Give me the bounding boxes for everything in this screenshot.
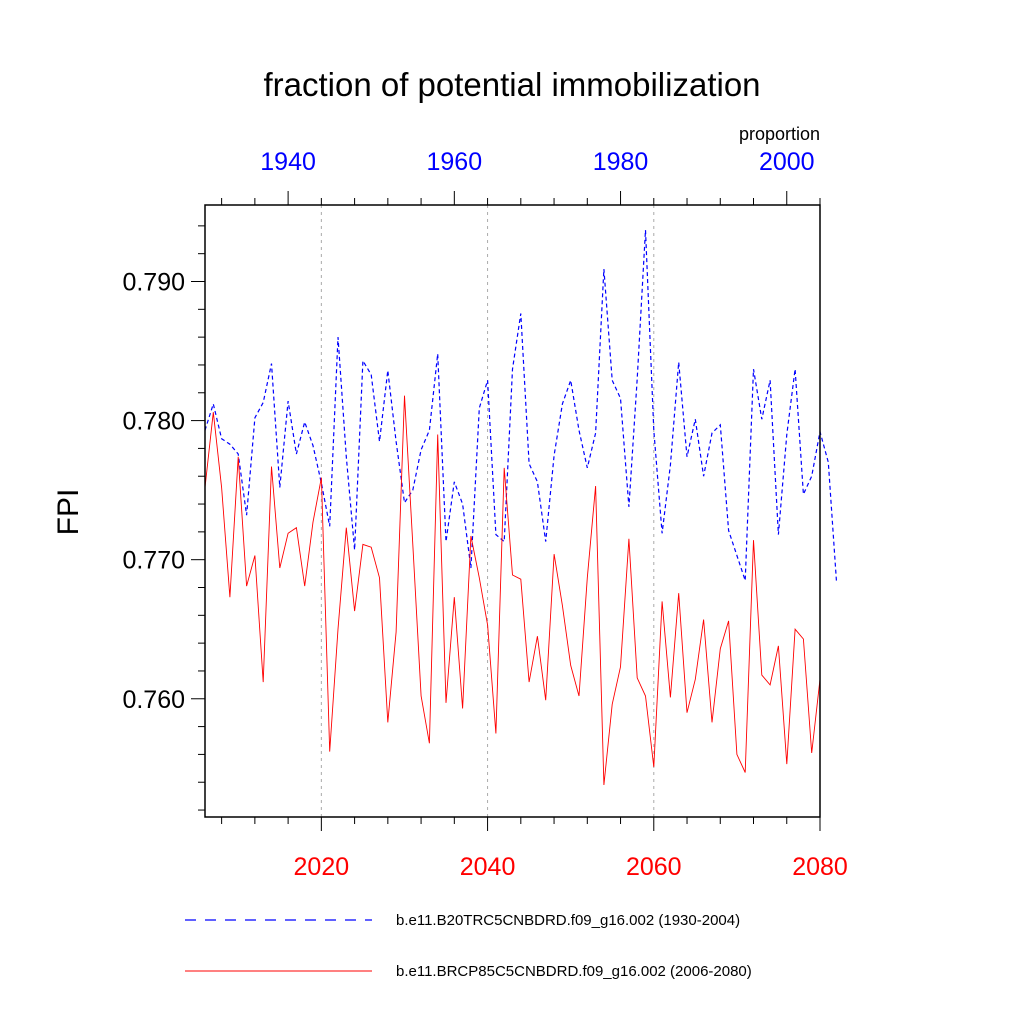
x-top-tick-label: 1960 <box>427 148 483 176</box>
plot-frame <box>204 204 821 818</box>
axis-ticks <box>191 191 821 831</box>
y-tick-label: 0.770 <box>122 547 185 575</box>
y-tick-label: 0.760 <box>122 686 185 714</box>
y-tick-label: 0.780 <box>122 408 185 436</box>
legend: b.e11.B20TRC5CNBDRD.f09_g16.002 (1930-20… <box>185 912 752 980</box>
series-line-projection <box>204 395 821 786</box>
legend-label-historical: b.e11.B20TRC5CNBDRD.f09_g16.002 (1930-20… <box>396 912 740 929</box>
units-label: proportion <box>739 124 820 144</box>
y-axis-label: FPI <box>52 489 85 536</box>
x-top-tick-label: 1940 <box>260 148 316 176</box>
legend-label-projection: b.e11.BRCP85C5CNBDRD.f09_g16.002 (2006-2… <box>396 963 752 980</box>
series-lines <box>204 229 838 786</box>
tick-labels: 0.760 0.770 0.780 0.790 2020 2040 2060 2080 1940… <box>122 148 847 881</box>
y-tick-label: 0.790 <box>122 269 185 297</box>
x-bottom-tick-label: 2060 <box>626 853 682 881</box>
x-bottom-tick-label: 2040 <box>460 853 516 881</box>
series-line-historical <box>204 229 838 584</box>
x-bottom-tick-label: 2080 <box>792 853 848 881</box>
chart-title: fraction of potential immobilization <box>263 66 760 103</box>
reference-lines <box>320 205 655 817</box>
x-bottom-tick-label: 2020 <box>294 853 350 881</box>
x-top-tick-label: 2000 <box>759 148 815 176</box>
x-top-tick-label: 1980 <box>593 148 649 176</box>
